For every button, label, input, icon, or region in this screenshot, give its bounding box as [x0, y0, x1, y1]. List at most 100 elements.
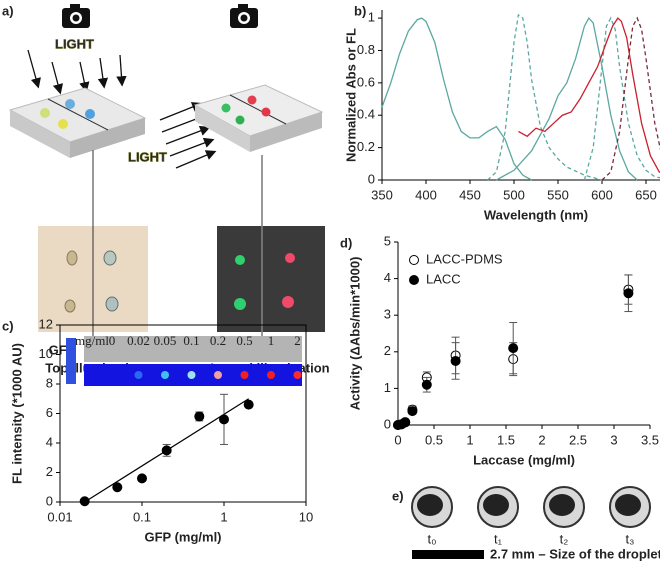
- x-tick-label: 3: [610, 432, 617, 447]
- y-axis-label: FL intensity (*1000 AU): [9, 343, 24, 484]
- data-point: [137, 473, 147, 484]
- x-tick-label: 550: [547, 187, 569, 202]
- inset-label: 0.5: [236, 333, 252, 348]
- inset-spot: [214, 371, 222, 379]
- camera: [62, 4, 90, 28]
- slab-left: [8, 87, 147, 158]
- x-tick-label: 1: [220, 509, 227, 524]
- data-point: [194, 411, 205, 422]
- droplet-core: [483, 494, 509, 516]
- scale-text: 2.7 mm – Size of the droplet: [490, 546, 660, 561]
- spectrum-line: [601, 16, 660, 181]
- camera: [230, 4, 258, 28]
- spectrum-line: [583, 16, 660, 181]
- photo-lateral: [217, 226, 325, 332]
- panel-label: a): [2, 3, 14, 18]
- data-point: [421, 379, 432, 390]
- y-tick-label: 0.4: [357, 107, 375, 122]
- x-tick-label: 650: [635, 187, 657, 202]
- time-label: t₀: [427, 531, 436, 546]
- x-axis-label: Laccase (mg/ml): [473, 452, 575, 467]
- x-tick-label: 0.01: [47, 509, 72, 524]
- spectrum-line: [496, 16, 638, 181]
- x-tick-label: 0: [394, 432, 401, 447]
- inset-label: 0.02: [127, 333, 150, 348]
- spectrum-line: [518, 17, 660, 174]
- inset-label: 0: [109, 333, 116, 348]
- x-tick-label: 400: [415, 187, 437, 202]
- data-point: [243, 399, 254, 410]
- light-label: LIGHT: [128, 149, 167, 164]
- y-tick-label: 8: [46, 375, 53, 390]
- inset-spot: [161, 371, 169, 379]
- y-tick-label: 12: [39, 316, 53, 331]
- spectrum-line: [381, 17, 532, 181]
- data-point: [112, 482, 123, 493]
- panel-label: e): [392, 488, 404, 503]
- x-tick-label: 600: [591, 187, 613, 202]
- inset-spot: [187, 371, 196, 379]
- inset-strip: [84, 336, 302, 362]
- x-tick-label: 2.5: [569, 432, 587, 447]
- data-point: [161, 445, 172, 456]
- y-tick-label: 0.8: [357, 42, 375, 57]
- y-tick-label: 4: [46, 434, 53, 449]
- x-tick-label: 10: [299, 509, 313, 524]
- x-axis-label: Wavelength (nm): [484, 207, 588, 222]
- data-point: [400, 417, 411, 428]
- inset-spot: [108, 371, 116, 379]
- y-tick-label: 0: [384, 416, 391, 431]
- inset-label: 0.1: [183, 333, 199, 348]
- y-tick-label: 6: [46, 405, 53, 420]
- panel-label: d): [340, 235, 352, 250]
- x-tick-label: 1: [466, 432, 473, 447]
- light-label: LIGHT: [55, 36, 94, 51]
- x-tick-label: 1.5: [497, 432, 515, 447]
- panel-a-art: [8, 4, 325, 342]
- y-tick-label: 2: [46, 464, 53, 479]
- plot-frame: [398, 242, 650, 425]
- time-label: t₃: [626, 531, 635, 546]
- legend-label: LACC: [426, 271, 461, 286]
- x-tick-label: 500: [503, 187, 525, 202]
- data-point: [79, 496, 90, 507]
- y-tick-label: 0.6: [357, 74, 375, 89]
- y-axis-label: Activity (ΔAbs/min*1000): [347, 257, 362, 411]
- y-tick-label: 1: [368, 10, 375, 25]
- y-tick-label: 0.2: [357, 139, 375, 154]
- inset-spot: [134, 371, 143, 379]
- legend-label: LACC-PDMS: [426, 251, 503, 266]
- inset-spot: [240, 371, 249, 379]
- plot-frame: [382, 10, 660, 180]
- time-label: t₂: [560, 531, 569, 546]
- scale-bar: [412, 550, 484, 559]
- y-tick-label: 0: [46, 493, 53, 508]
- inset-label: 1: [268, 333, 275, 348]
- inset: mg/ml 0 0.02 0.05 0.1 0.2 0.5 1 2: [66, 333, 302, 386]
- spectrum-line: [487, 13, 603, 181]
- inset-label: mg/ml: [75, 333, 109, 348]
- y-tick-label: 0: [368, 171, 375, 186]
- x-tick-label: 450: [459, 187, 481, 202]
- inset-spot: [267, 371, 275, 379]
- x-tick-label: 2: [538, 432, 545, 447]
- y-tick-label: 1: [384, 380, 391, 395]
- y-tick-label: 3: [384, 307, 391, 322]
- y-tick-label: 2: [384, 343, 391, 358]
- x-tick-label: 0.5: [425, 432, 443, 447]
- x-tick-label: 350: [371, 187, 393, 202]
- y-tick-label: 10: [39, 346, 53, 361]
- data-point: [450, 355, 461, 366]
- y-tick-label: 5: [384, 233, 391, 248]
- data-point: [407, 406, 418, 417]
- inset-spot: [293, 371, 302, 379]
- slab-right: [193, 84, 324, 342]
- x-axis-label: GFP (mg/ml): [144, 529, 221, 544]
- y-tick-label: 4: [384, 270, 391, 285]
- inset-label: 0.05: [154, 333, 177, 348]
- panel-e-art: [412, 550, 484, 559]
- legend-marker: [409, 255, 419, 265]
- time-label: t₁: [494, 531, 503, 546]
- droplet-core: [417, 494, 443, 516]
